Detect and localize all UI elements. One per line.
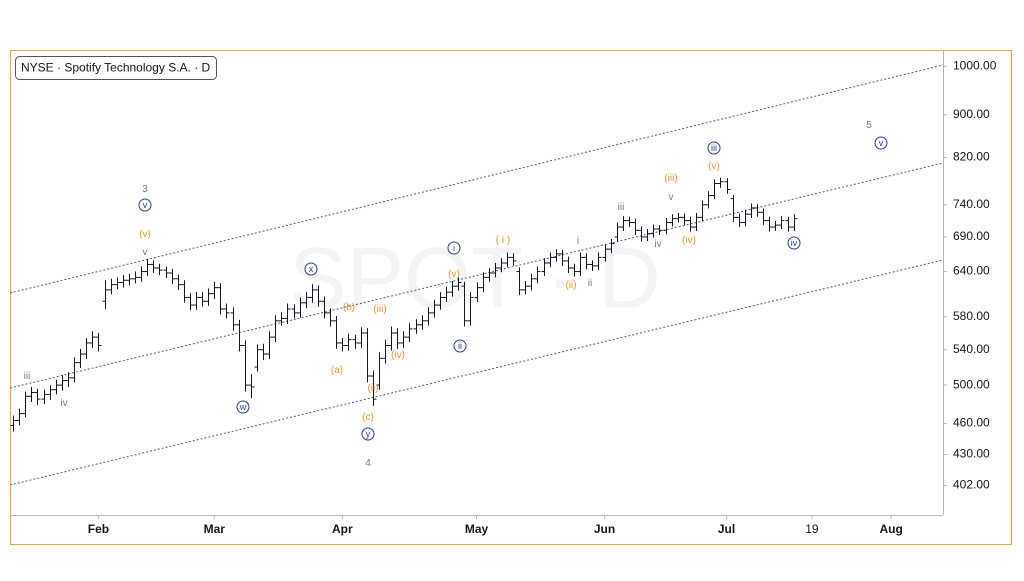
wave-circle xyxy=(304,262,318,276)
wave-label: (iv) xyxy=(391,350,405,361)
y-tick-label: 690.00 xyxy=(953,229,990,243)
wave-circle xyxy=(361,427,375,441)
wave-label: ii xyxy=(458,341,462,351)
x-tick-label: Aug xyxy=(880,522,903,536)
y-tick-label: 500.00 xyxy=(953,377,990,391)
title-box xyxy=(15,56,217,80)
wave-label: x xyxy=(309,264,314,274)
y-tick-label: 640.00 xyxy=(953,264,990,278)
y-tick-label: 1000.00 xyxy=(953,58,997,72)
wave-label: v xyxy=(143,200,148,210)
y-tick-label: 430.00 xyxy=(953,447,990,461)
wave-circle xyxy=(453,339,467,353)
x-tick-label: Mar xyxy=(204,522,226,536)
wave-circle xyxy=(707,141,721,155)
wave-label: 4 xyxy=(365,458,371,469)
wave-label: (ii) xyxy=(367,383,378,394)
watermark: SPOT · D xyxy=(289,231,660,327)
wave-label: w xyxy=(239,402,247,412)
wave-circle xyxy=(138,198,152,212)
wave-label: iii xyxy=(618,202,625,213)
wave-label: v xyxy=(143,247,148,258)
x-tick-label: 19 xyxy=(805,522,819,536)
channel xyxy=(9,64,944,486)
x-tick-label: Feb xyxy=(88,522,109,536)
wave-label: iii xyxy=(24,371,31,382)
x-tick-label: Jul xyxy=(718,522,735,536)
y-tick-label: 900.00 xyxy=(953,107,990,121)
chart-frame xyxy=(10,50,1012,545)
wave-label: 5 xyxy=(866,120,872,131)
wave-circle xyxy=(447,241,461,255)
wave-label: ii xyxy=(588,278,592,289)
y-tick-label: 580.00 xyxy=(953,309,990,323)
wave-circle xyxy=(236,400,250,414)
y-tick-label: 460.00 xyxy=(953,416,990,430)
wave-circle xyxy=(787,236,801,250)
wave-label: iv xyxy=(60,398,67,409)
channel-line xyxy=(9,64,944,294)
wave-label: iv xyxy=(654,239,661,250)
wave-label: iv xyxy=(791,238,798,248)
wave-label: (v) xyxy=(139,229,151,240)
wave-label: (ii) xyxy=(565,280,576,291)
wave-label: i xyxy=(453,243,455,253)
wave-label: v xyxy=(669,192,674,203)
wave-label: (c) xyxy=(362,412,374,423)
wave-label: 3 xyxy=(142,184,148,195)
x-tick-label: Apr xyxy=(332,522,353,536)
wave-label: (iii) xyxy=(373,304,386,315)
wave-label: (v) xyxy=(448,269,460,280)
wave-label: ( i ) xyxy=(496,235,510,246)
wave-label: (b) xyxy=(343,302,355,313)
y-tick-label: 740.00 xyxy=(953,197,990,211)
y-tick-label: 820.00 xyxy=(953,150,990,164)
x-tick-label: May xyxy=(465,522,489,536)
wave-label: (iv) xyxy=(682,235,696,246)
wave-label: iii xyxy=(711,143,717,153)
wave-label: (v) xyxy=(708,161,720,172)
y-tick-label: 402.00 xyxy=(953,478,990,492)
wave-label: (a) xyxy=(331,365,343,376)
x-tick-label: Jun xyxy=(594,522,615,536)
wave-circle xyxy=(874,136,888,150)
y-tick-label: 540.00 xyxy=(953,342,990,356)
wave-label: (iii) xyxy=(664,173,677,184)
wave-label: v xyxy=(879,138,884,148)
chart-title: NYSE · Spotify Technology S.A. · D xyxy=(21,61,211,75)
wave-label: y xyxy=(366,429,371,439)
wave-label: i xyxy=(577,236,579,247)
